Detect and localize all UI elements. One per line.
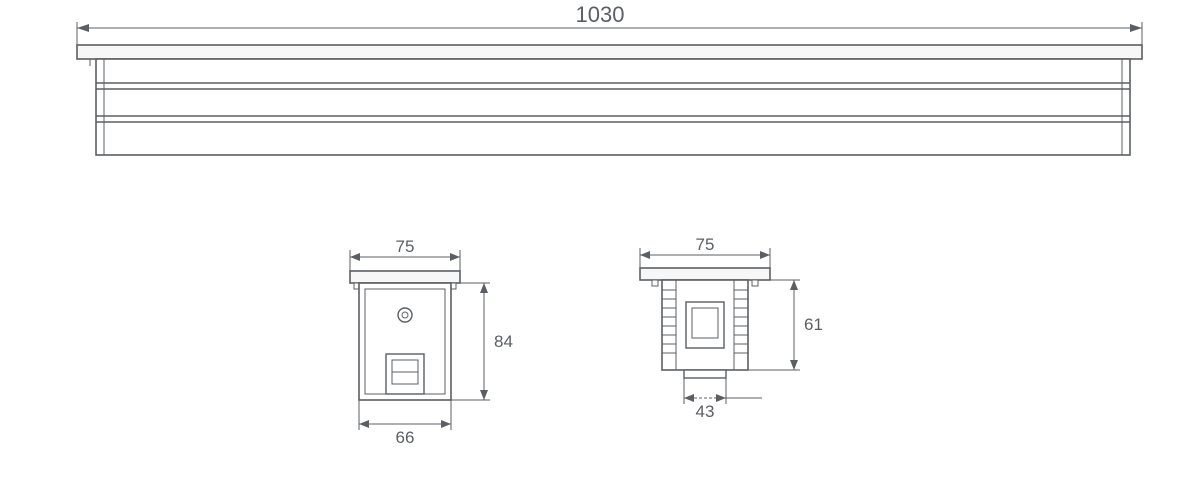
section-left-view: 75 84: [350, 237, 513, 447]
left-slot: [386, 354, 424, 394]
dim-left-height: 84: [451, 283, 513, 400]
dim-left-top-width: 75: [350, 237, 460, 271]
left-flange: [350, 271, 460, 283]
dim-left-height-label: 84: [494, 332, 513, 351]
right-bottom-tab: [684, 370, 726, 378]
dim-left-top-width-label: 75: [396, 237, 415, 256]
dim-overall-width-label: 1030: [576, 2, 625, 27]
dim-left-bottom-width: 66: [359, 400, 451, 447]
right-port: [686, 302, 724, 348]
dim-right-top-width: 75: [640, 235, 770, 268]
dim-right-bottom-width-label: 43: [696, 402, 715, 421]
front-body: [96, 59, 1130, 155]
dim-overall-width: 1030: [77, 2, 1142, 46]
section-right-view: 75: [640, 235, 823, 421]
front-flange: [77, 45, 1142, 59]
technical-drawing: 1030 75: [0, 0, 1200, 500]
dim-right-height: 61: [748, 280, 823, 370]
right-flange: [640, 268, 770, 280]
dim-right-bottom-width: 43: [684, 378, 762, 421]
dim-left-bottom-width-label: 66: [396, 428, 415, 447]
dim-right-height-label: 61: [804, 315, 823, 334]
front-elevation-view: 1030: [77, 2, 1142, 155]
dim-right-top-width-label: 75: [696, 235, 715, 254]
